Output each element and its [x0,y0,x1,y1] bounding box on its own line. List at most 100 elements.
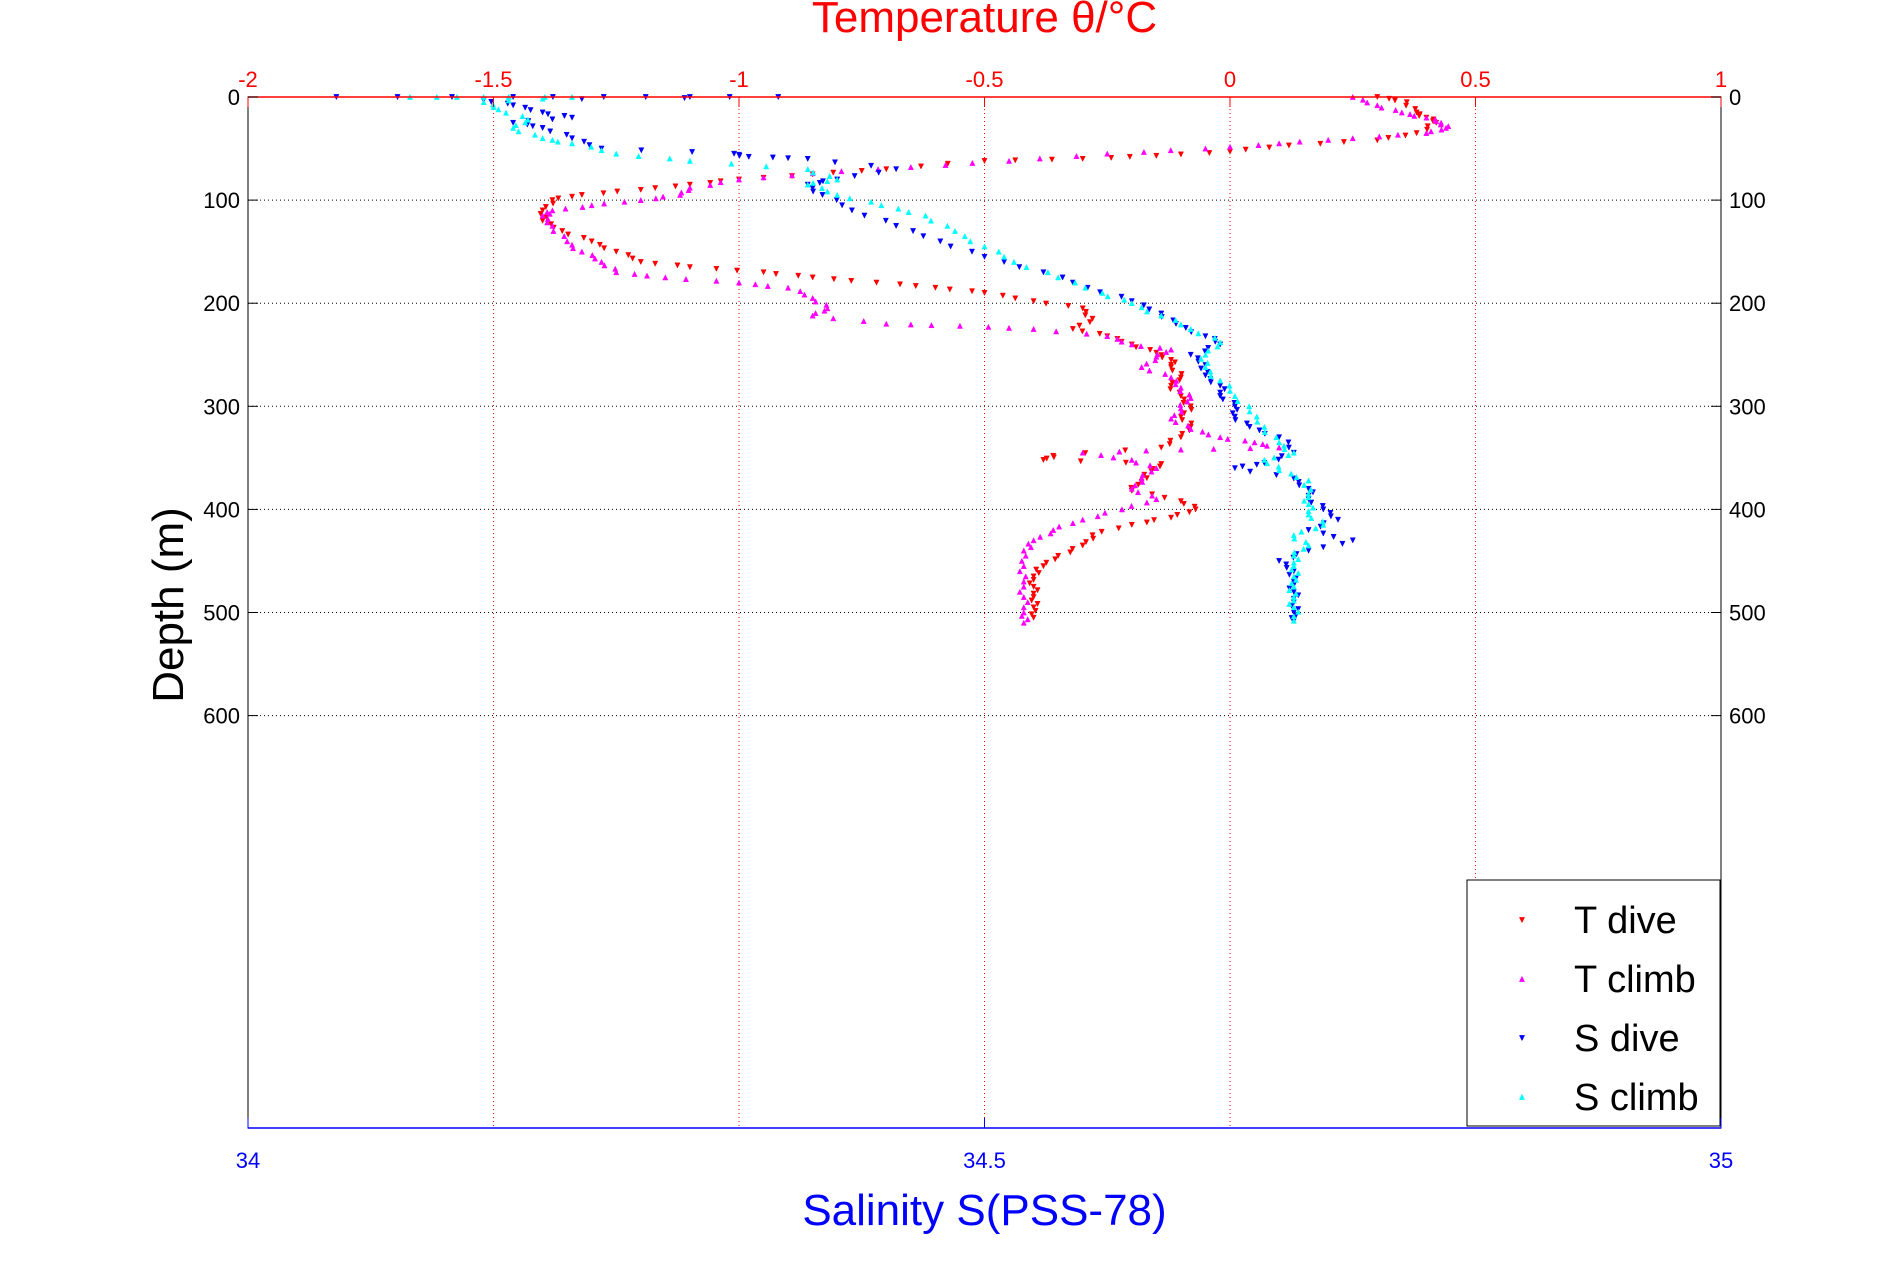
t-climb-point [1024,599,1031,606]
s-dive-point [1231,413,1238,420]
t-climb-point [1006,157,1013,164]
s-climb-point [1295,608,1302,615]
t-climb-point [830,315,837,322]
t-climb-point [1156,344,1163,351]
t-dive-point [1391,97,1398,104]
t-dive-point [1115,525,1122,532]
s-climb-point [539,135,546,142]
t-climb-point [1140,148,1147,155]
t-climb-point [812,298,819,305]
s-climb-point [1291,535,1298,542]
t-climb-point [1438,126,1445,133]
s-climb-point [818,184,825,191]
axis-ticks: -2 -1.5 -1 -0.5 0 0.5 1 34 34.5 35 0 0 100 100 200 200 3… [203,67,1765,1173]
t-climb-point [1143,499,1150,506]
t-climb-point [1073,152,1080,159]
depth-tick-label-right: 0 [1729,85,1741,110]
depth-tick-label-left: 300 [203,394,240,419]
t-climb-point [812,310,819,317]
t-climb-point [1053,328,1060,335]
t-dive-point [1177,151,1184,158]
s-dive-point [638,147,645,154]
t-climb-point [1168,346,1175,353]
t-climb-point [1171,412,1178,419]
salinity-axis-title: Salinity S(PSS-78) [802,1186,1166,1235]
t-dive-point [713,265,720,272]
t-climb-point [1359,96,1366,103]
t-climb-point [1018,612,1025,619]
s-climb-point [1288,470,1295,477]
t-dive-point [809,274,816,281]
t-climb-point [1177,388,1184,395]
t-dive-point [600,190,607,197]
s-dive-point [1283,561,1290,568]
s-climb-point [804,181,811,188]
s-climb-point [1261,423,1268,430]
s-climb-point [1217,377,1224,384]
t-dive-point [580,235,587,242]
s-climb-point [1207,372,1214,379]
t-dive-point [1403,99,1410,106]
s-dive-point [1285,444,1292,451]
t-climb-point [644,272,651,279]
s-climb-point [1271,454,1278,461]
t-climb-point [1022,552,1029,559]
t-dive-point [637,259,644,266]
t-dive-point [1040,563,1047,570]
s-dive-point [1202,372,1209,379]
t-climb-point [1168,374,1175,381]
s-dive-point [848,207,855,214]
t-climb-point [1128,456,1135,463]
t-climb-point [1118,506,1125,513]
t-climb-point [1167,147,1174,154]
t-climb-point [1378,104,1385,111]
t-climb-point [1094,513,1101,520]
s-dive-point [1335,516,1342,523]
s-climb-point [728,160,735,167]
s-dive-point [1349,537,1356,544]
t-dive-point [1052,556,1059,563]
s-climb-point [1281,446,1288,453]
s-climb-point [1312,525,1319,532]
t-climb-point [546,210,553,217]
s-dive-point [1059,274,1066,281]
s-climb-point [1305,494,1312,501]
s-climb-point [1290,552,1297,559]
s-dive-point [1296,482,1303,489]
t-dive-point [1186,509,1193,516]
s-dive-point [920,233,927,240]
t-dive-point [1169,367,1176,374]
t-climb-point [660,193,667,200]
t-dive-point [1424,126,1431,133]
t-dive-point [1089,532,1096,539]
legend-marker-t-dive [1518,917,1526,924]
t-dive-point [686,264,693,271]
t-climb-point [1079,449,1086,456]
s-dive-point [1330,534,1337,541]
s-climb-point [1293,590,1300,597]
t-climb-point [735,279,743,286]
s-climb-point [1217,339,1224,346]
s-dive-point [861,212,868,219]
t-dive-point [596,241,603,248]
s-dive-point [893,223,900,230]
s-dive-point [910,228,917,235]
t-climb-point [1163,348,1170,355]
s-dive-point [1118,293,1125,300]
t-climb-point [1276,140,1283,147]
legend-marker-t-climb [1518,975,1526,982]
t-dive-point [1098,528,1105,535]
t-climb-point [1398,109,1405,116]
s-climb-point [686,157,693,164]
s-climb-point [1264,460,1271,467]
t-climb-point [550,227,557,234]
s-dive-point [1219,396,1226,403]
s-climb-point [1293,576,1300,583]
t-dive-point [549,197,556,204]
s-climb-point [1305,511,1312,518]
s-climb-point [1276,467,1283,474]
t-dive-point [1151,517,1158,524]
s-dive-point [1327,513,1334,520]
s-climb-point [1246,403,1253,410]
t-dive-point [1028,611,1035,618]
